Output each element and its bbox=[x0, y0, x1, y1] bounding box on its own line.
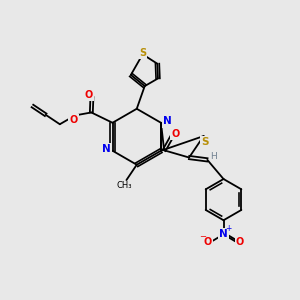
Text: −: − bbox=[200, 232, 206, 241]
Text: O: O bbox=[203, 237, 212, 247]
Text: +: + bbox=[225, 224, 231, 233]
Text: H: H bbox=[210, 152, 217, 161]
Text: CH₃: CH₃ bbox=[116, 182, 132, 190]
Text: S: S bbox=[139, 48, 146, 58]
Text: N: N bbox=[219, 230, 228, 239]
Text: O: O bbox=[236, 237, 244, 247]
Text: N: N bbox=[163, 116, 172, 126]
Text: N: N bbox=[102, 144, 110, 154]
Text: O: O bbox=[70, 115, 78, 125]
Text: O: O bbox=[171, 129, 179, 139]
Text: S: S bbox=[201, 137, 209, 147]
Text: O: O bbox=[85, 90, 93, 100]
